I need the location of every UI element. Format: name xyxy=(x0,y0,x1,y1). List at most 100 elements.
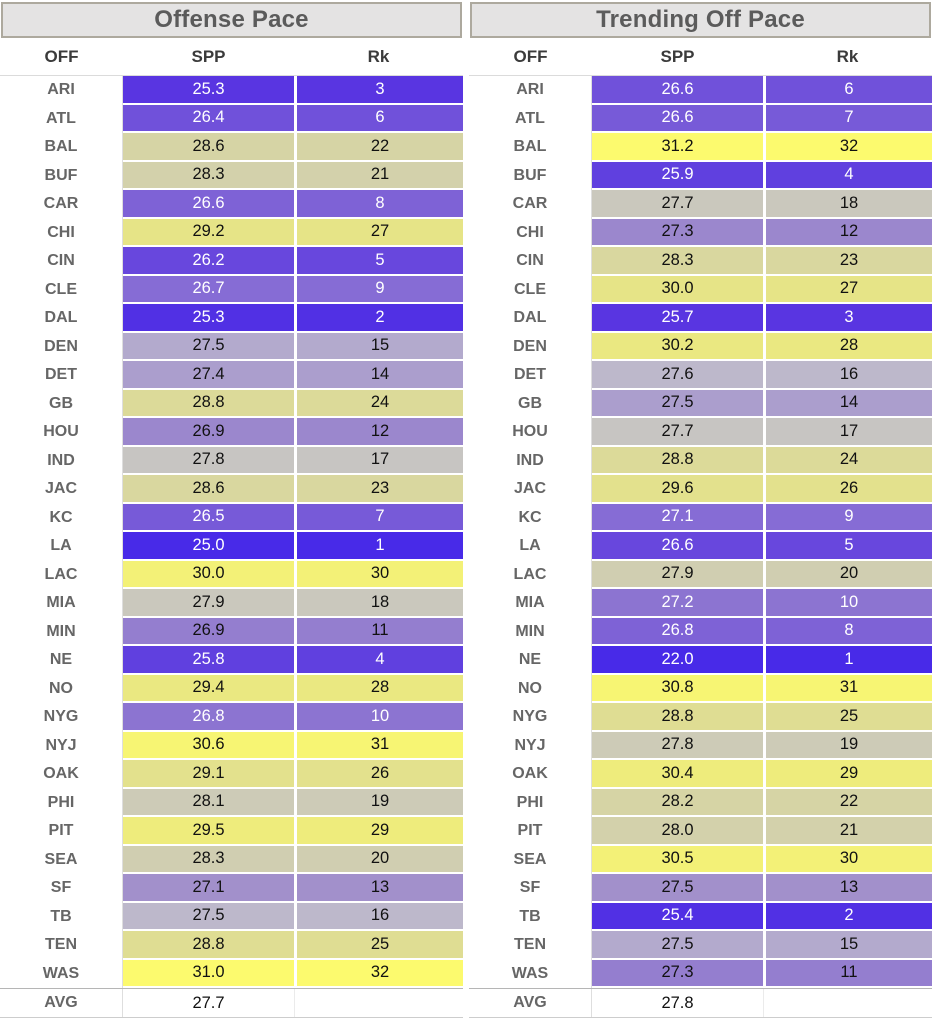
rank-value: 1 xyxy=(763,646,932,675)
team-label: BAL xyxy=(469,133,592,162)
spp-value: 27.8 xyxy=(123,446,294,475)
table-header-row: OFF SPP Rk xyxy=(0,38,463,76)
team-label: SEA xyxy=(469,845,592,874)
rank-value: 25 xyxy=(294,931,463,960)
spp-value: 27.3 xyxy=(592,959,763,988)
rank-value: 23 xyxy=(763,247,932,276)
table-row: NE 22.0 1 xyxy=(469,646,932,675)
trending-off-pace-panel: Trending Off Pace OFF SPP Rk ARI 26.6 6 ATL… xyxy=(469,0,932,1018)
rank-value: 21 xyxy=(763,817,932,846)
rank-value: 14 xyxy=(294,361,463,390)
table-row: LA 25.0 1 xyxy=(0,532,463,561)
table-row: MIA 27.2 10 xyxy=(469,589,932,618)
table-row: ATL 26.6 7 xyxy=(469,104,932,133)
spp-value: 26.4 xyxy=(123,104,294,133)
team-label: SEA xyxy=(0,845,123,874)
spp-value: 27.5 xyxy=(592,389,763,418)
rank-value: 1 xyxy=(294,532,463,561)
table-row: MIA 27.9 18 xyxy=(0,589,463,618)
table-row: WAS 27.3 11 xyxy=(469,959,932,988)
avg-label: AVG xyxy=(469,989,592,1017)
team-label: NO xyxy=(0,674,123,703)
team-label: NYJ xyxy=(469,731,592,760)
rank-value: 21 xyxy=(294,161,463,190)
team-label: CAR xyxy=(0,190,123,219)
team-label: GB xyxy=(0,389,123,418)
team-label: PHI xyxy=(469,788,592,817)
rank-value: 2 xyxy=(294,304,463,333)
rank-value: 29 xyxy=(763,760,932,789)
team-label: CHI xyxy=(0,218,123,247)
rank-value: 25 xyxy=(763,703,932,732)
spp-value: 27.5 xyxy=(123,332,294,361)
table-row: MIN 26.9 11 xyxy=(0,617,463,646)
rank-value: 9 xyxy=(294,275,463,304)
team-label: LA xyxy=(0,532,123,561)
table-row: JAC 28.6 23 xyxy=(0,475,463,504)
team-label: CIN xyxy=(0,247,123,276)
rank-value: 10 xyxy=(763,589,932,618)
spp-value: 27.6 xyxy=(592,361,763,390)
table-header-row: OFF SPP Rk xyxy=(469,38,932,76)
table-row: HOU 27.7 17 xyxy=(469,418,932,447)
avg-rank-empty xyxy=(294,989,463,1017)
team-label: PIT xyxy=(469,817,592,846)
avg-spp-value: 27.8 xyxy=(661,993,694,1012)
team-label: ATL xyxy=(0,104,123,133)
rank-value: 18 xyxy=(294,589,463,618)
column-header-off: OFF xyxy=(44,46,79,66)
spp-value: 28.3 xyxy=(123,845,294,874)
team-label: DAL xyxy=(469,304,592,333)
rank-value: 13 xyxy=(294,874,463,903)
rank-value: 20 xyxy=(294,845,463,874)
team-label: HOU xyxy=(0,418,123,447)
rank-value: 18 xyxy=(763,190,932,219)
team-label: NE xyxy=(0,646,123,675)
rank-value: 16 xyxy=(294,902,463,931)
rank-value: 30 xyxy=(294,560,463,589)
rank-value: 27 xyxy=(763,275,932,304)
rank-value: 17 xyxy=(763,418,932,447)
spp-value: 30.8 xyxy=(592,674,763,703)
team-label: TEN xyxy=(469,931,592,960)
table-row: KC 26.5 7 xyxy=(0,503,463,532)
team-label: MIA xyxy=(469,589,592,618)
table-row: DEN 30.2 28 xyxy=(469,332,932,361)
table-body: ARI 26.6 6 ATL 26.6 7 BAL 31.2 32 BUF 25.9 4 CAR 27.7… xyxy=(469,76,932,988)
rank-value: 27 xyxy=(294,218,463,247)
team-label: CAR xyxy=(469,190,592,219)
table-row: ARI 26.6 6 xyxy=(469,76,932,105)
team-label: TB xyxy=(469,902,592,931)
spp-value: 30.0 xyxy=(592,275,763,304)
rank-value: 15 xyxy=(763,931,932,960)
team-label: DEN xyxy=(0,332,123,361)
rank-value: 6 xyxy=(294,104,463,133)
table-row: LAC 30.0 30 xyxy=(0,560,463,589)
spp-value: 28.8 xyxy=(592,703,763,732)
table-row: TEN 27.5 15 xyxy=(469,931,932,960)
avg-label: AVG xyxy=(0,989,123,1017)
table-row: DAL 25.7 3 xyxy=(469,304,932,333)
column-header-rk: Rk xyxy=(836,46,859,66)
team-label: LA xyxy=(469,532,592,561)
spp-value: 26.6 xyxy=(592,76,763,105)
team-label: CLE xyxy=(469,275,592,304)
team-label: OAK xyxy=(469,760,592,789)
table-row: LA 26.6 5 xyxy=(469,532,932,561)
rank-value: 31 xyxy=(763,674,932,703)
rank-value: 7 xyxy=(294,503,463,532)
spp-value: 27.7 xyxy=(592,418,763,447)
table-row: MIN 26.8 8 xyxy=(469,617,932,646)
team-label: ARI xyxy=(0,76,123,105)
table-row: NE 25.8 4 xyxy=(0,646,463,675)
spp-value: 25.7 xyxy=(592,304,763,333)
spp-value: 27.7 xyxy=(592,190,763,219)
table-row: NO 29.4 28 xyxy=(0,674,463,703)
table-row: DEN 27.5 15 xyxy=(0,332,463,361)
team-label: CHI xyxy=(469,218,592,247)
average-row: AVG 27.7 xyxy=(0,988,463,1018)
rank-value: 12 xyxy=(763,218,932,247)
spp-value: 30.4 xyxy=(592,760,763,789)
table-row: BAL 28.6 22 xyxy=(0,133,463,162)
table-row: HOU 26.9 12 xyxy=(0,418,463,447)
